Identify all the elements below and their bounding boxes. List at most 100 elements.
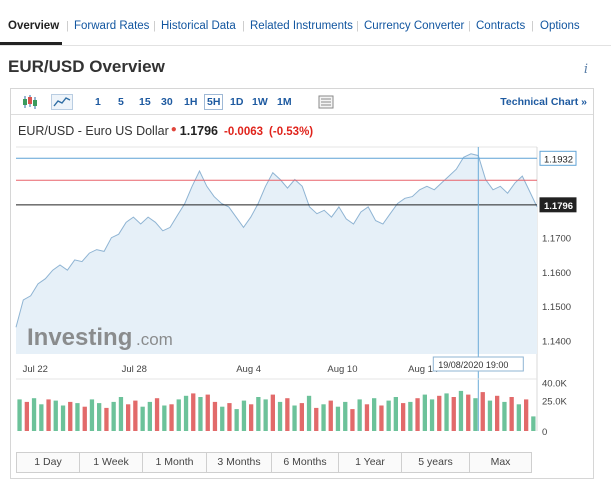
volume-bar [249,404,254,431]
tab-historical-data[interactable]: Historical Data [161,20,236,32]
tab-separator: | [468,20,471,32]
volume-bar [466,394,471,431]
interval-1m-button[interactable]: 1M [277,96,292,108]
interval-1d-button[interactable]: 1D [230,96,244,108]
volume-bar [68,401,73,431]
volume-bar [147,401,152,431]
investing-watermark-suffix: .com [136,330,173,349]
volume-bar [451,397,456,431]
volume-bar [234,409,239,431]
volume-bar [89,399,95,431]
last-price: 1.1796 [179,124,219,138]
price-label-box-1 [539,197,577,213]
y-tick-label: 1.1600 [542,268,571,279]
volume-bar [408,401,413,431]
volume-bar [321,404,326,431]
interval-1-button[interactable]: 1 [95,96,101,108]
x-tick-label: Aug 10 [327,364,357,375]
volume-bar [263,399,268,431]
volume-bar [422,394,427,431]
volume-bar [183,395,189,431]
chart-settings-icon[interactable] [317,94,335,110]
tab-separator: | [242,20,245,32]
price-chart[interactable]: 1.1932 1.1796 1.1400 1.1500 1.1600 1.1700 Jul … [11,89,593,449]
quote-header: EUR/USD - Euro US Dollar ● 1.1796 -0.0063 (-… [18,124,319,138]
candlestick-icon[interactable] [21,94,39,110]
volume-bar [205,394,210,431]
volume-bar [60,405,66,431]
tab-contracts[interactable]: Contracts [476,20,526,32]
volume-bar [306,395,312,431]
volume-bar [495,395,500,431]
price-label-1: 1.1796 [544,201,573,212]
volume-tick-label: 0 [542,427,547,438]
tab-separator: | [66,20,69,32]
crosshair-date-label: 19/08/2020 19:00 [438,360,508,370]
info-icon[interactable]: i [583,62,589,77]
volume-bar [473,398,478,431]
volume-bar [111,401,116,431]
range-1-year-button[interactable]: 1 Year [339,453,402,472]
interval-30-button[interactable]: 30 [161,96,173,108]
volume-bar [75,403,80,431]
range-5-years-button[interactable]: 5 years [402,453,470,472]
volume-bar [31,398,37,431]
volume-bar [227,403,232,431]
tab-related-instruments[interactable]: Related Instruments [250,20,353,32]
volume-bar [379,405,384,431]
volume-bar [401,403,406,431]
volume-bar [24,401,29,431]
tab-forward-rates[interactable]: Forward Rates [74,20,150,32]
range-3-months-button[interactable]: 3 Months [207,453,272,472]
volume-bar [220,406,225,431]
range-max-button[interactable]: Max [490,456,511,468]
volume-bar [314,407,319,431]
price-label-0: 1.1932 [544,154,573,165]
volume-bar [270,394,275,431]
volume-bar [531,416,536,431]
interval-5h-button[interactable]: 5H [204,94,224,110]
x-tick-label: Aug 14 [408,364,438,375]
chart-toolbar: 1 5 15 30 1H 5H 1D 1W 1M Technical Chart… [11,89,593,115]
live-dot-icon: ● [170,124,177,135]
volume-bar [17,399,22,431]
tab-separator: | [531,20,534,32]
volume-bar [133,400,138,431]
page-title: EUR/USD Overview [8,57,165,76]
price-change-percent: (-0.53%) [269,126,314,138]
range-1-week-button[interactable]: 1 Week [80,453,143,472]
volume-bar [97,403,102,431]
tab-currency-converter[interactable]: Currency Converter [364,20,465,32]
volume-bar [386,400,391,431]
volume-bar [176,399,181,431]
x-tick-label: Jul 28 [122,364,147,375]
volume-bar [364,404,370,431]
tab-overview[interactable]: Overview [8,20,60,32]
crosshair-date-box [432,356,524,372]
volume-bar [53,400,58,431]
x-tick-label: Jul 22 [23,364,48,375]
interval-1h-button[interactable]: 1H [184,96,198,108]
volume-bar [82,406,87,431]
tab-options[interactable]: Options [540,20,580,32]
interval-15-button[interactable]: 15 [139,96,151,108]
volume-tick-label: 25.0K [542,397,567,408]
volume-bar [104,407,109,431]
price-line [15,153,538,328]
interval-5-button[interactable]: 5 [118,96,124,108]
range-6-months-button[interactable]: 6 Months [272,453,339,472]
y-tick-label: 1.1700 [542,234,571,245]
volume-bar [241,400,247,431]
range-1-day-button[interactable]: 1 Day [17,453,80,472]
volume-bar [154,398,160,431]
technical-chart-link[interactable]: Technical Chart » [500,96,587,108]
tab-separator: | [153,20,156,32]
price-area [16,153,537,354]
area-chart-icon[interactable] [51,94,73,110]
range-1-month-button[interactable]: 1 Month [143,453,207,472]
volume-bar [39,404,44,431]
volume-bar [444,393,449,431]
active-tab-indicator [0,42,62,45]
volume-bar [140,406,145,431]
interval-1w-button[interactable]: 1W [252,96,268,108]
